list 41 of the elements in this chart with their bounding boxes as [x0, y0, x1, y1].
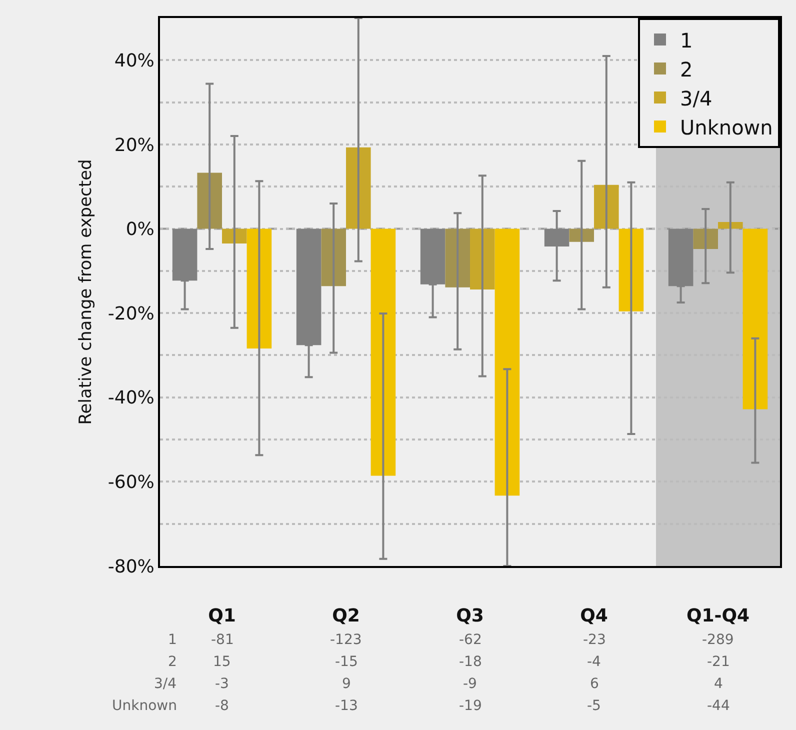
- text: -21: [707, 654, 730, 670]
- x-tick-label: Q3: [456, 606, 484, 627]
- y-tick-label: -40%: [108, 388, 154, 409]
- x-tick-label: Q1-Q4: [686, 606, 750, 627]
- y-tick-label: -60%: [108, 472, 154, 493]
- text: -123: [330, 632, 362, 648]
- text: 2: [168, 654, 177, 670]
- text: 15: [213, 654, 231, 670]
- text: 9: [342, 676, 351, 692]
- text: 6: [590, 676, 599, 692]
- text: Unknown: [112, 698, 177, 714]
- x-tick-label: Q2: [332, 606, 360, 627]
- text: -8: [215, 698, 229, 714]
- legend-label: 3/4: [680, 86, 712, 110]
- text: -15: [335, 654, 358, 670]
- y-axis-title: Relative change from expected: [76, 159, 96, 425]
- text: 3/4: [154, 676, 177, 692]
- x-tick-label: Q4: [580, 606, 608, 627]
- text: -19: [459, 698, 482, 714]
- text: -5: [587, 698, 601, 714]
- y-tick-label: 20%: [114, 134, 154, 156]
- y-tick-label: 40%: [114, 50, 154, 72]
- legend-label: 2: [680, 57, 693, 82]
- text: 1: [168, 632, 177, 648]
- text: -3: [215, 676, 229, 692]
- legend-label: 1: [680, 28, 693, 52]
- y-tick-label: -80%: [108, 556, 154, 578]
- text: -62: [459, 632, 482, 648]
- text: -18: [459, 654, 482, 670]
- text: -9: [463, 676, 477, 692]
- text: -23: [583, 632, 606, 648]
- text: 4: [714, 676, 723, 692]
- x-tick-label: Q1: [208, 606, 236, 627]
- legend-label: Unknown: [680, 115, 773, 140]
- text: -81: [211, 632, 234, 648]
- text: -289: [702, 632, 734, 648]
- y-tick-label: -20%: [108, 303, 154, 324]
- y-tick-label: 0%: [126, 219, 154, 240]
- text: -4: [587, 654, 602, 670]
- text: -13: [335, 698, 358, 714]
- text: -44: [707, 698, 730, 714]
